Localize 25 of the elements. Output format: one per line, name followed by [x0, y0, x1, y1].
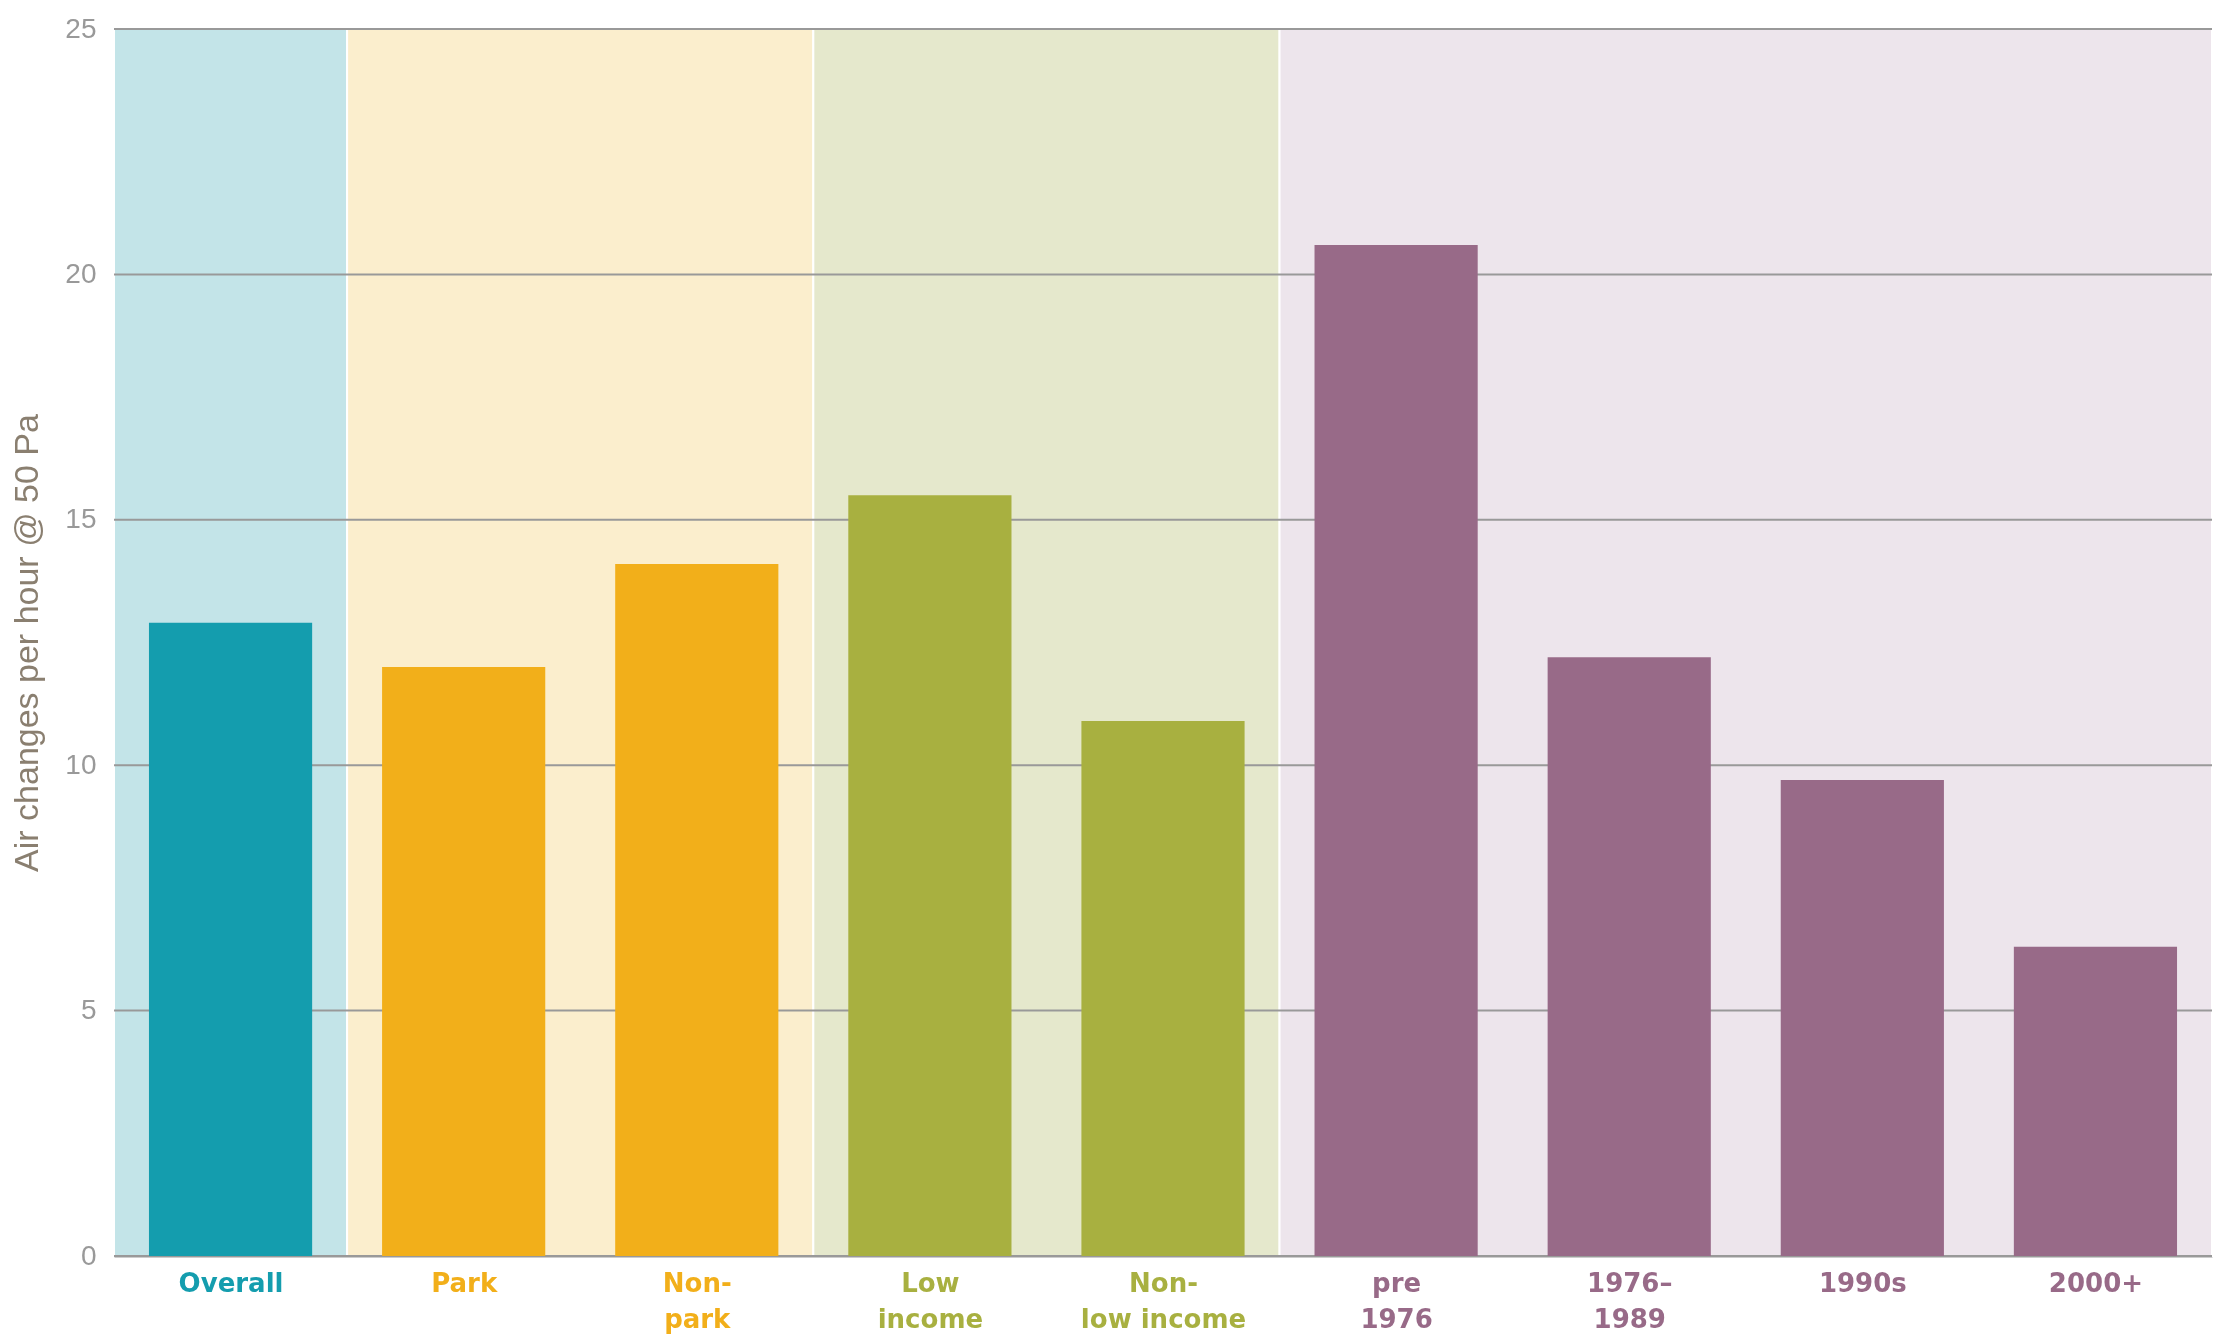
- y-axis-title: Air changes per hour @ 50 Pa: [7, 413, 46, 872]
- bar: [2013, 946, 2178, 1256]
- x-tick-label: 1990s: [1818, 1267, 1907, 1298]
- y-tick-label: 20: [65, 257, 97, 289]
- bar: [1314, 244, 1478, 1256]
- x-tick-label: 2000+: [2048, 1267, 2144, 1298]
- y-tick-label: 15: [65, 503, 97, 535]
- x-tick-label: Non-low income: [1080, 1267, 1247, 1334]
- x-tick-label: pre 1976: [1360, 1267, 1433, 1334]
- y-tick-label: 10: [65, 748, 97, 780]
- bar: [615, 563, 779, 1256]
- bar: [848, 495, 1012, 1256]
- y-tick-label: 25: [65, 12, 97, 44]
- bar: [148, 622, 313, 1256]
- bar: [1081, 721, 1245, 1256]
- y-tick-label: 5: [80, 994, 97, 1026]
- x-tick-label: Park: [431, 1267, 498, 1298]
- x-tick-label: Non-park: [662, 1267, 732, 1334]
- y-tick-label: 0: [80, 1239, 97, 1271]
- bar: [1547, 657, 1711, 1256]
- x-tick-label: Overall: [178, 1267, 284, 1298]
- bar: [382, 667, 546, 1256]
- x-tick-label: Low income: [877, 1267, 984, 1334]
- bar: [1780, 779, 1944, 1256]
- x-tick-label: 1976–1989: [1587, 1267, 1673, 1334]
